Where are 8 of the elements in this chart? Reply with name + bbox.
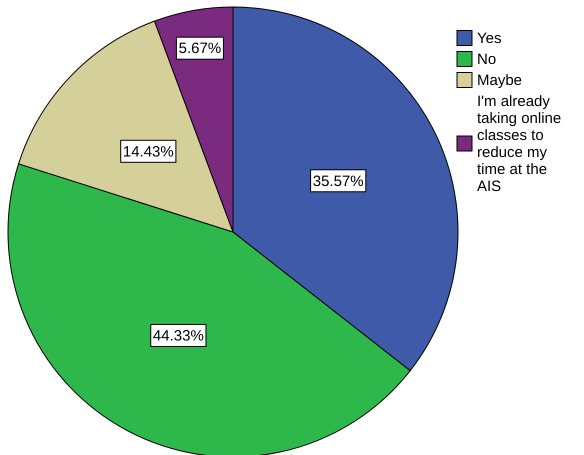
data-label: 5.67% [178,40,222,58]
legend-label: Maybe [477,72,522,89]
legend-label: Yes [477,30,502,47]
data-label: 14.43% [122,143,174,160]
legend-label: No [477,51,496,68]
data-label: 35.57% [312,172,364,190]
data-label: 44.33% [152,327,204,344]
legend-label: I'm already taking online classes to reduce my time at the AIS [477,93,562,195]
